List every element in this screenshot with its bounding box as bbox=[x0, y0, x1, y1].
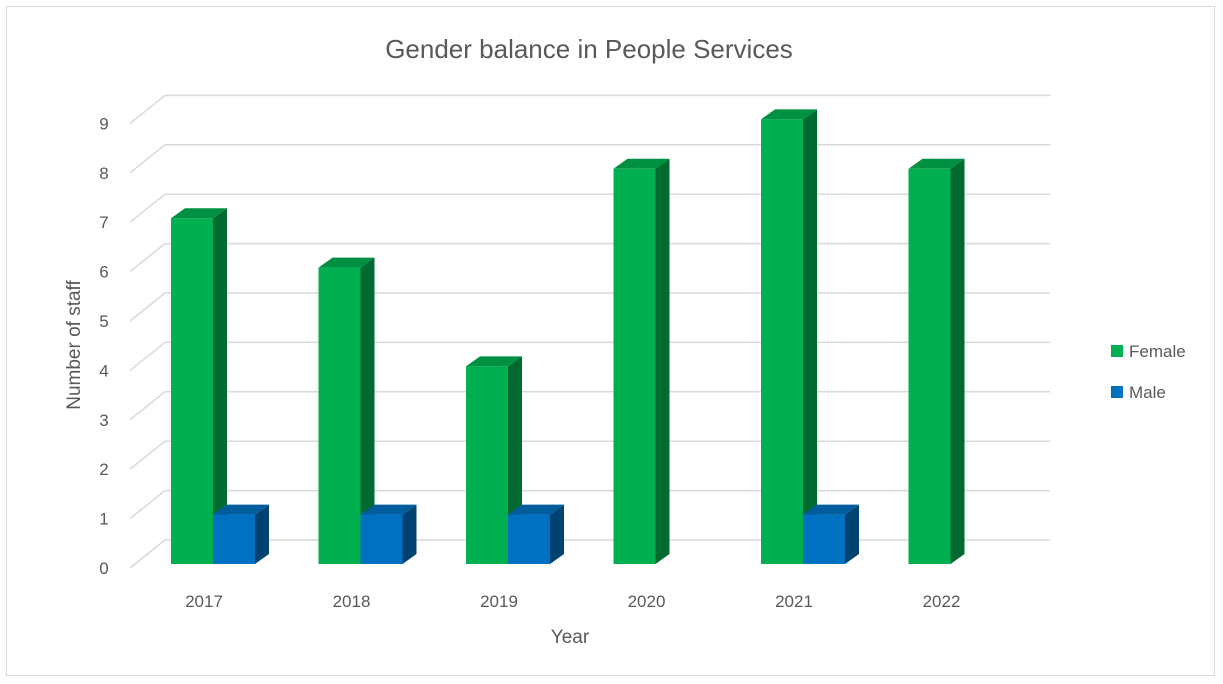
y-tick-label: 0 bbox=[99, 559, 108, 578]
bar-front bbox=[213, 514, 255, 564]
bar-front bbox=[908, 168, 951, 565]
bar-female-2019 bbox=[466, 356, 522, 564]
bar-side bbox=[360, 257, 375, 564]
bar-top bbox=[213, 504, 269, 515]
legend-label-male: Male bbox=[1129, 383, 1166, 402]
gridline-depth bbox=[129, 391, 166, 421]
bar-top bbox=[318, 257, 375, 268]
legend-label-female: Female bbox=[1129, 342, 1186, 361]
legend-swatch-male bbox=[1111, 386, 1123, 398]
y-tick-label: 9 bbox=[99, 114, 108, 133]
y-tick-label: 5 bbox=[99, 312, 108, 331]
bar-top bbox=[171, 208, 227, 219]
gridlines bbox=[129, 94, 1050, 569]
y-tick-label: 8 bbox=[99, 164, 108, 183]
bars bbox=[171, 109, 965, 565]
bar-top bbox=[803, 504, 859, 515]
gridline-depth bbox=[129, 144, 166, 174]
bar-front bbox=[466, 366, 508, 564]
y-tick-label: 2 bbox=[99, 460, 108, 479]
bar-front bbox=[508, 514, 550, 564]
bar-front bbox=[171, 218, 213, 564]
bar-male-2017 bbox=[213, 504, 269, 564]
bar-front bbox=[803, 514, 845, 564]
x-tick-label: 2019 bbox=[480, 592, 518, 611]
bar-front bbox=[613, 168, 656, 565]
x-axis-ticks: 2017 2018 2019 2020 2021 2022 bbox=[185, 592, 960, 611]
bar-top bbox=[508, 504, 564, 515]
bar-side bbox=[950, 158, 965, 565]
bar-side bbox=[402, 504, 417, 564]
bar-top bbox=[360, 504, 417, 515]
bar-side bbox=[213, 208, 227, 564]
x-axis-title: Year bbox=[551, 627, 590, 648]
bar-front bbox=[761, 119, 803, 565]
legend: Female Male bbox=[1111, 342, 1186, 402]
bar-top bbox=[761, 109, 817, 120]
gridline-depth bbox=[129, 243, 166, 273]
bar-female-2017 bbox=[171, 208, 227, 564]
x-tick-label: 2022 bbox=[923, 592, 961, 611]
bar-female-2022 bbox=[908, 158, 965, 565]
bar-side bbox=[255, 504, 269, 564]
bar-top bbox=[613, 158, 670, 169]
y-axis-ticks: 0 1 2 3 4 5 6 7 8 9 bbox=[99, 114, 108, 578]
x-tick-label: 2018 bbox=[333, 592, 371, 611]
x-tick-label: 2017 bbox=[185, 592, 223, 611]
bar-female-2021 bbox=[761, 109, 817, 565]
bar-top bbox=[466, 356, 522, 367]
gridline-depth bbox=[129, 490, 166, 520]
gridline-depth bbox=[129, 94, 166, 124]
gridline-depth bbox=[129, 440, 166, 470]
bar-female-2018 bbox=[318, 257, 375, 564]
bar-top bbox=[908, 158, 965, 169]
y-tick-label: 4 bbox=[99, 361, 108, 380]
x-tick-label: 2020 bbox=[628, 592, 666, 611]
gridline-depth bbox=[129, 193, 166, 223]
bar-side bbox=[655, 158, 670, 565]
bar-female-2020 bbox=[613, 158, 670, 565]
bar-front bbox=[360, 514, 403, 564]
gridline-depth bbox=[129, 292, 166, 322]
y-tick-label: 1 bbox=[99, 510, 108, 529]
chart-title: Gender balance in People Services bbox=[385, 34, 793, 64]
bar-side bbox=[803, 109, 817, 565]
y-tick-label: 3 bbox=[99, 411, 108, 430]
bar-male-2018 bbox=[360, 504, 417, 564]
x-tick-label: 2021 bbox=[775, 592, 813, 611]
y-tick-label: 6 bbox=[99, 263, 108, 282]
legend-swatch-female bbox=[1111, 345, 1123, 357]
bar-front bbox=[318, 267, 361, 564]
y-axis-title: Number of staff bbox=[64, 280, 85, 410]
bar-side bbox=[845, 504, 859, 564]
bar-male-2019 bbox=[508, 504, 564, 564]
gridline-depth bbox=[129, 539, 166, 569]
y-tick-label: 7 bbox=[99, 213, 108, 232]
bar-side bbox=[550, 504, 564, 564]
gridline-depth bbox=[129, 341, 166, 371]
bar-male-2021 bbox=[803, 504, 859, 564]
